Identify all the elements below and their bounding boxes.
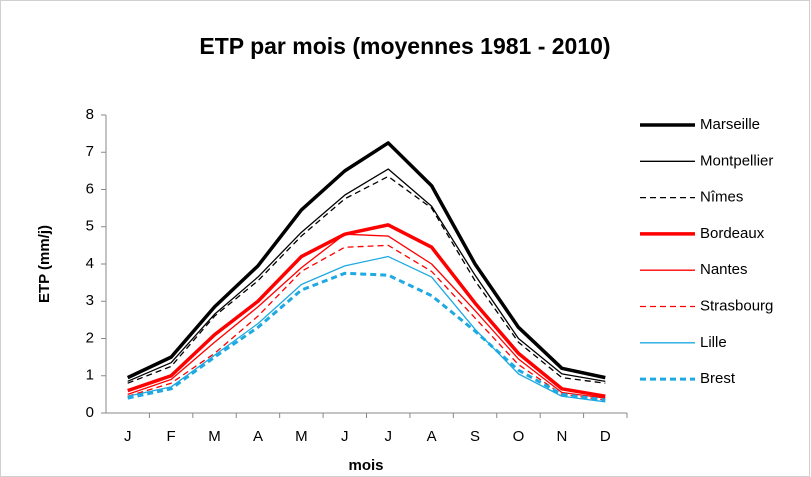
y-tick-label: 6	[86, 180, 94, 197]
y-tick-label: 8	[86, 106, 94, 123]
y-tick-label: 3	[86, 292, 94, 309]
x-tick-label: J	[341, 428, 349, 445]
x-tick-label: J	[124, 428, 132, 445]
legend-label: Brest	[700, 370, 736, 387]
legend-label: Bordeaux	[700, 225, 765, 242]
legend-label: Marseille	[700, 116, 760, 133]
x-tick-label: A	[253, 428, 263, 445]
y-tick-label: 0	[86, 404, 94, 421]
y-tick-label: 1	[86, 367, 94, 384]
series-line	[127, 233, 606, 399]
x-tick-label: F	[167, 428, 176, 445]
legend-label: Montpellier	[700, 152, 773, 169]
x-tick-label: M	[208, 428, 221, 445]
chart-title: ETP par mois (moyennes 1981 - 2010)	[199, 33, 610, 59]
x-tick-label: A	[427, 428, 437, 445]
y-tick-label: 2	[86, 329, 94, 346]
series-line	[127, 223, 606, 398]
y-tick-label: 7	[86, 143, 94, 160]
x-tick-label: J	[384, 428, 392, 445]
y-tick-label: 5	[86, 218, 94, 235]
x-tick-label: M	[295, 428, 308, 445]
legend-label: Lille	[700, 334, 727, 351]
series-line	[127, 255, 606, 403]
x-tick-label: O	[513, 428, 525, 445]
y-tick-label: 4	[86, 255, 94, 272]
x-tick-label: N	[556, 428, 567, 445]
legend-label: Nîmes	[700, 189, 743, 206]
legend-label: Strasbourg	[700, 297, 773, 314]
series-line	[126, 141, 606, 380]
x-tick-label: D	[600, 428, 611, 445]
x-tick-label: S	[470, 428, 480, 445]
x-axis-title: mois	[348, 457, 383, 474]
legend-label: Nantes	[700, 261, 748, 278]
y-axis-title: ETP (mm/j)	[36, 225, 53, 303]
series-line	[127, 175, 606, 384]
series-line	[127, 168, 606, 382]
